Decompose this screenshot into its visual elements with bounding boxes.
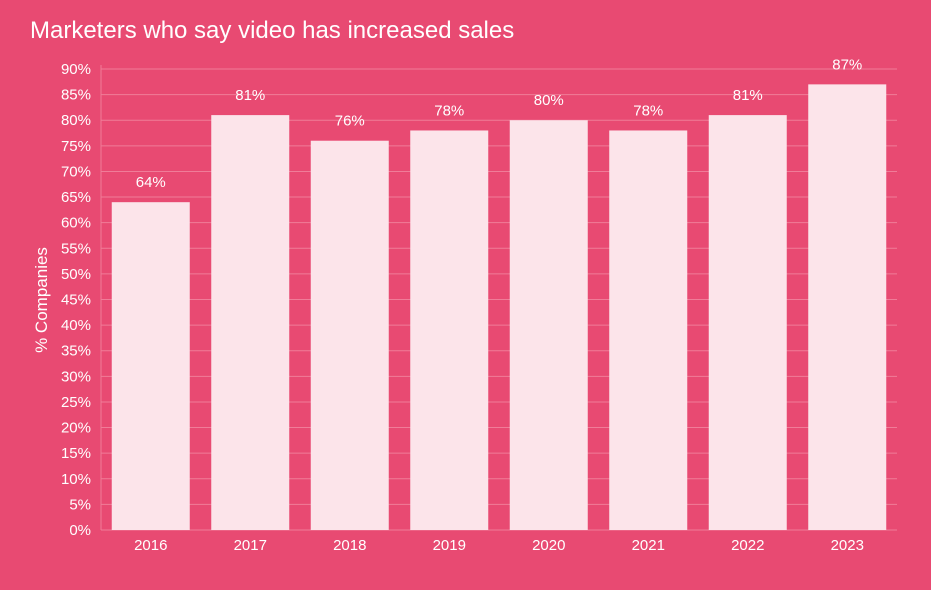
y-tick-label: 70%: [61, 163, 91, 180]
y-tick-label: 75%: [61, 138, 91, 155]
bar-2017: [211, 115, 290, 530]
y-tick-label: 90%: [61, 61, 91, 78]
y-tick-label: 60%: [61, 215, 91, 232]
x-tick-label: 2016: [134, 537, 167, 554]
y-tick-label: 50%: [61, 266, 91, 283]
y-tick-label: 35%: [61, 343, 91, 360]
data-label: 78%: [633, 102, 663, 119]
y-axis-title: % Companies: [32, 247, 51, 353]
y-tick-label: 15%: [61, 445, 91, 462]
data-label: 76%: [335, 113, 365, 130]
data-label: 64%: [136, 174, 166, 191]
data-labels: 64% 81% 76% 78% 80% 78% 81% 87%: [136, 56, 863, 191]
bar-2022: [708, 115, 787, 530]
data-label: 81%: [733, 87, 763, 104]
bars: [111, 84, 887, 530]
bar-2016: [111, 202, 190, 530]
x-tick-label: 2020: [532, 537, 565, 554]
data-label: 87%: [832, 56, 862, 73]
y-tick-label: 0%: [69, 522, 91, 539]
y-tick-label: 85%: [61, 87, 91, 104]
y-tick-label: 25%: [61, 394, 91, 411]
x-tick-label: 2017: [234, 537, 267, 554]
bar-2019: [410, 130, 489, 530]
data-label: 78%: [434, 102, 464, 119]
y-tick-label: 30%: [61, 368, 91, 385]
y-tick-label: 40%: [61, 317, 91, 334]
y-tick-label: 5%: [69, 496, 91, 513]
x-tick-label: 2022: [731, 537, 764, 554]
bar-2023: [808, 84, 887, 530]
x-tick-label: 2021: [632, 537, 665, 554]
x-tick-label: 2018: [333, 537, 366, 554]
x-tick-label: 2023: [831, 537, 864, 554]
chart-title: Marketers who say video has increased sa…: [30, 17, 515, 44]
y-tick-label: 55%: [61, 240, 91, 257]
y-tick-label: 10%: [61, 471, 91, 488]
data-label: 81%: [235, 87, 265, 104]
x-tick-label: 2019: [433, 537, 466, 554]
y-tick-label: 80%: [61, 112, 91, 129]
y-axis-ticks: 0% 5% 10% 15% 20% 25% 30% 35% 40% 45% 50% 55% 60% 65%…: [61, 61, 91, 539]
bar-2018: [310, 140, 389, 530]
bar-2020: [509, 120, 588, 530]
y-tick-label: 20%: [61, 420, 91, 437]
y-tick-label: 45%: [61, 292, 91, 309]
y-tick-label: 65%: [61, 189, 91, 206]
data-label: 80%: [534, 92, 564, 109]
bar-2021: [609, 130, 688, 530]
x-axis-ticks: 2016 2017 2018 2019 2020 2021 2022 2023: [134, 537, 864, 554]
